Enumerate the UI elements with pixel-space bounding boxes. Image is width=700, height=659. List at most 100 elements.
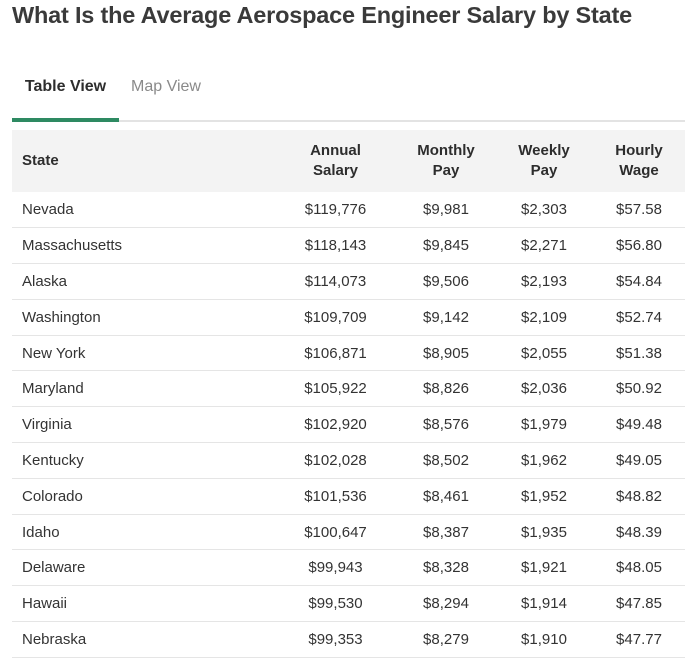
monthly-pay-cell: $8,502 bbox=[423, 451, 469, 469]
monthly-pay-cell: $8,576 bbox=[423, 416, 469, 434]
state-cell: Hawaii bbox=[22, 595, 68, 613]
state-cell: Massachusetts bbox=[22, 237, 123, 255]
hourly-wage-cell: $51.38 bbox=[616, 344, 662, 362]
column-header-line: Salary bbox=[312, 162, 359, 179]
table-row: Colorado $101,536 $8,461 $1,952 $48.82 bbox=[12, 478, 685, 515]
hourly-wage-cell: $49.05 bbox=[616, 451, 662, 469]
monthly-pay-cell: $9,142 bbox=[423, 308, 469, 326]
column-header-line: Pay bbox=[530, 162, 558, 179]
state-cell: Kentucky bbox=[22, 451, 84, 469]
salary-table: State Annual Salary Monthly Pay Weekly P… bbox=[12, 130, 685, 658]
column-header-line: Pay bbox=[432, 162, 460, 179]
tab-map-view[interactable]: Map View bbox=[131, 78, 201, 95]
weekly-pay-cell: $2,036 bbox=[521, 380, 567, 398]
table-row: Washington $109,709 $9,142 $2,109 $52.74 bbox=[12, 299, 685, 336]
hourly-wage-cell: $48.39 bbox=[616, 523, 662, 541]
hourly-wage-cell: $52.74 bbox=[616, 308, 662, 326]
page-title: What Is the Average Aerospace Engineer S… bbox=[12, 2, 633, 28]
weekly-pay-cell: $1,979 bbox=[521, 416, 567, 434]
table-header-row: State Annual Salary Monthly Pay Weekly P… bbox=[12, 130, 685, 192]
column-header-state-label: State bbox=[22, 152, 59, 169]
annual-salary-cell: $99,530 bbox=[308, 595, 363, 613]
monthly-pay-cell: $9,845 bbox=[423, 237, 469, 255]
monthly-pay-cell: $8,328 bbox=[423, 559, 469, 577]
state-cell: Colorado bbox=[22, 487, 83, 505]
table-row: Hawaii $99,530 $8,294 $1,914 $47.85 bbox=[12, 586, 685, 622]
hourly-wage-cell: $50.92 bbox=[616, 380, 662, 398]
state-cell: Alaska bbox=[22, 272, 68, 290]
weekly-pay-cell: $1,962 bbox=[521, 451, 567, 469]
weekly-pay-cell: $1,914 bbox=[521, 595, 567, 613]
table-row: Virginia $102,920 $8,576 $1,979 $49.48 bbox=[12, 407, 685, 443]
column-header-hourly-wage: Hourly Wage bbox=[593, 130, 685, 192]
monthly-pay-cell: $8,826 bbox=[423, 380, 469, 398]
table-row: Nevada $119,776 $9,981 $2,303 $57.58 bbox=[12, 192, 685, 228]
weekly-pay-cell: $2,055 bbox=[521, 344, 567, 362]
state-cell: Maryland bbox=[22, 380, 84, 398]
annual-salary-cell: $109,709 bbox=[304, 308, 367, 326]
state-cell: Nebraska bbox=[22, 630, 87, 648]
table-row: New York $106,871 $8,905 $2,055 $51.38 bbox=[12, 335, 685, 371]
state-cell: Washington bbox=[22, 308, 101, 326]
weekly-pay-cell: $2,303 bbox=[521, 201, 567, 219]
weekly-pay-cell: $1,952 bbox=[521, 487, 567, 505]
state-cell: Delaware bbox=[22, 559, 86, 577]
column-header-line: Hourly bbox=[615, 142, 663, 159]
view-tabs: Table View Map View bbox=[12, 62, 685, 122]
annual-salary-cell: $102,920 bbox=[304, 416, 367, 434]
monthly-pay-cell: $8,294 bbox=[423, 595, 469, 613]
annual-salary-cell: $100,647 bbox=[304, 523, 367, 541]
hourly-wage-cell: $47.85 bbox=[616, 595, 662, 613]
table-row: Delaware $99,943 $8,328 $1,921 $48.05 bbox=[12, 550, 685, 586]
weekly-pay-cell: $1,910 bbox=[521, 630, 567, 648]
weekly-pay-cell: $1,935 bbox=[521, 523, 567, 541]
weekly-pay-cell: $2,193 bbox=[521, 272, 567, 290]
tab-table-view[interactable]: Table View bbox=[12, 62, 119, 122]
hourly-wage-cell: $47.77 bbox=[616, 630, 662, 648]
table-row: Kentucky $102,028 $8,502 $1,962 $49.05 bbox=[12, 443, 685, 479]
hourly-wage-cell: $54.84 bbox=[616, 272, 662, 290]
state-cell: Nevada bbox=[22, 201, 74, 219]
hourly-wage-cell: $57.58 bbox=[616, 201, 662, 219]
monthly-pay-cell: $8,905 bbox=[423, 344, 469, 362]
annual-salary-cell: $102,028 bbox=[304, 451, 367, 469]
monthly-pay-cell: $9,506 bbox=[423, 272, 469, 290]
state-cell: New York bbox=[22, 344, 86, 362]
state-cell: Idaho bbox=[22, 523, 60, 541]
column-header-state: State bbox=[12, 130, 274, 192]
state-cell: Virginia bbox=[22, 416, 72, 434]
table-row: Nebraska $99,353 $8,279 $1,910 $47.77 bbox=[12, 622, 685, 658]
table-body: Nevada $119,776 $9,981 $2,303 $57.58 Massachu… bbox=[12, 192, 685, 658]
hourly-wage-cell: $48.82 bbox=[616, 487, 662, 505]
annual-salary-cell: $105,922 bbox=[304, 380, 367, 398]
column-header-line: Monthly bbox=[417, 142, 475, 159]
hourly-wage-cell: $48.05 bbox=[616, 559, 662, 577]
weekly-pay-cell: $1,921 bbox=[521, 559, 567, 577]
column-header-monthly-pay: Monthly Pay bbox=[397, 130, 495, 192]
column-header-line: Annual bbox=[310, 142, 361, 159]
annual-salary-cell: $106,871 bbox=[304, 344, 367, 362]
monthly-pay-cell: $8,461 bbox=[423, 487, 469, 505]
table-row: Maryland $105,922 $8,826 $2,036 $50.92 bbox=[12, 371, 685, 407]
monthly-pay-cell: $8,387 bbox=[423, 523, 469, 541]
hourly-wage-cell: $56.80 bbox=[616, 237, 662, 255]
annual-salary-cell: $114,073 bbox=[304, 272, 367, 290]
hourly-wage-cell: $49.48 bbox=[616, 416, 662, 434]
weekly-pay-cell: $2,109 bbox=[521, 308, 567, 326]
annual-salary-cell: $118,143 bbox=[304, 237, 367, 255]
table-row: Idaho $100,647 $8,387 $1,935 $48.39 bbox=[12, 514, 685, 550]
monthly-pay-cell: $9,981 bbox=[423, 201, 469, 219]
annual-salary-cell: $101,536 bbox=[304, 487, 367, 505]
table-header: State Annual Salary Monthly Pay Weekly P… bbox=[12, 130, 685, 192]
annual-salary-cell: $99,943 bbox=[308, 559, 363, 577]
table-row: Massachusetts $118,143 $9,845 $2,271 $56.80 bbox=[12, 228, 685, 264]
table-row: Alaska $114,073 $9,506 $2,193 $54.84 bbox=[12, 264, 685, 300]
column-header-annual-salary: Annual Salary bbox=[274, 130, 397, 192]
weekly-pay-cell: $2,271 bbox=[521, 237, 567, 255]
annual-salary-cell: $119,776 bbox=[304, 201, 367, 219]
column-header-weekly-pay: Weekly Pay bbox=[495, 130, 593, 192]
column-header-line: Weekly bbox=[518, 142, 570, 159]
monthly-pay-cell: $8,279 bbox=[423, 630, 469, 648]
column-header-line: Wage bbox=[619, 162, 659, 179]
annual-salary-cell: $99,353 bbox=[308, 630, 363, 648]
